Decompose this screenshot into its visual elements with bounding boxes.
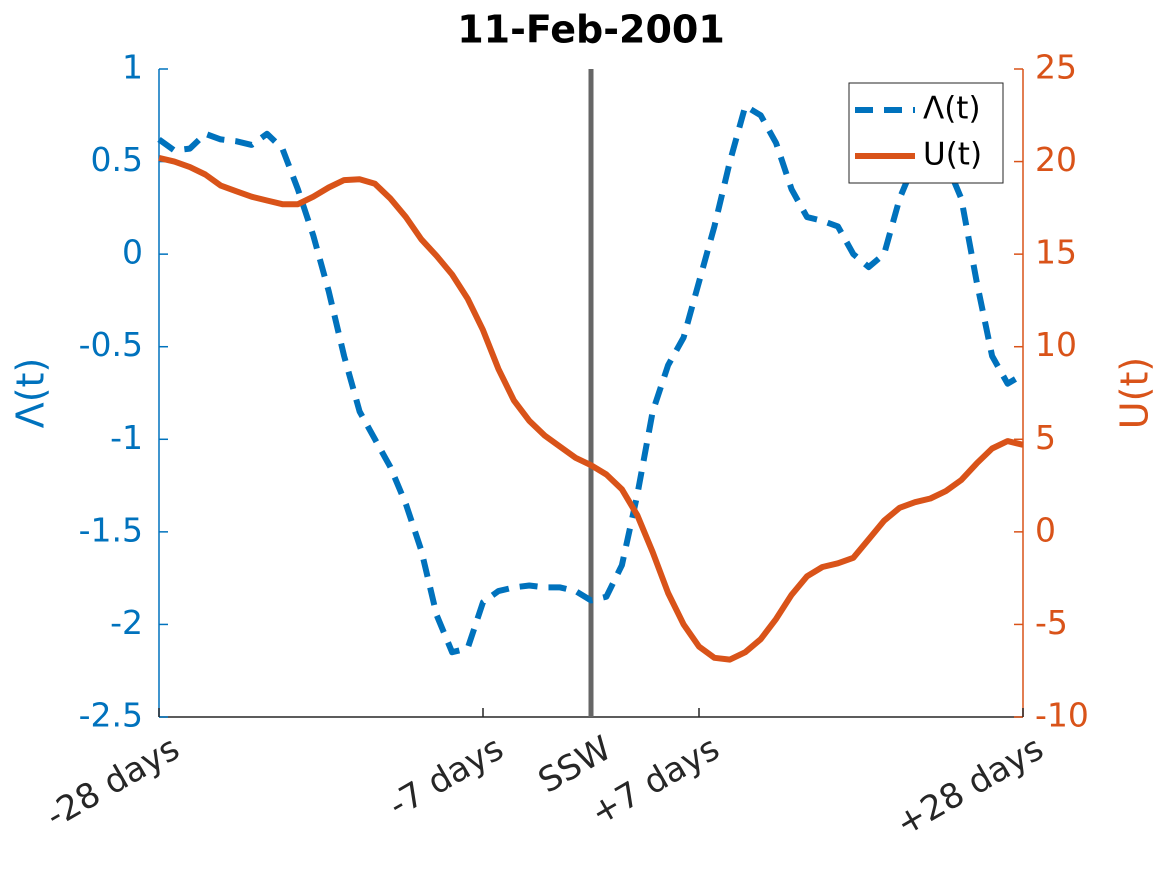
y-tick-label: 0.5 (91, 140, 143, 179)
y-tick-label: 1 (122, 48, 143, 87)
legend-label: U(t) (923, 137, 982, 173)
y2-axis-label: U(t) (1113, 357, 1157, 429)
legend: Λ(t) U(t) (848, 82, 1004, 184)
y2-tick-label: 20 (1035, 140, 1077, 179)
legend-label: Λ(t) (923, 91, 981, 127)
y-axis-label: Λ(t) (9, 358, 53, 429)
series-line (158, 154, 1024, 663)
y2-tick-label: 0 (1035, 510, 1056, 549)
y2-tick-label: 25 (1035, 48, 1077, 87)
y2-tick-label: 5 (1035, 418, 1056, 457)
y-tick-label: -1.5 (79, 510, 143, 549)
y-tick-label: -0.5 (79, 325, 143, 364)
y-tick-label: -2 (110, 603, 143, 642)
x-tick-label: -28 days (39, 728, 186, 836)
x-tick-label: +28 days (889, 728, 1050, 844)
y2-tick-label: 10 (1035, 325, 1077, 364)
y-tick-label: 0 (122, 233, 143, 272)
y-tick-label: -1 (110, 418, 143, 457)
y2-tick-label: -5 (1035, 603, 1068, 642)
y2-tick-label: 15 (1035, 233, 1077, 272)
y-tick-label: -2.5 (79, 696, 143, 735)
y2-tick-label: -10 (1035, 696, 1089, 735)
legend-box (848, 82, 1004, 184)
chart-title: 11-Feb-2001 (457, 8, 725, 52)
x-tick-label: -7 days (382, 728, 510, 825)
